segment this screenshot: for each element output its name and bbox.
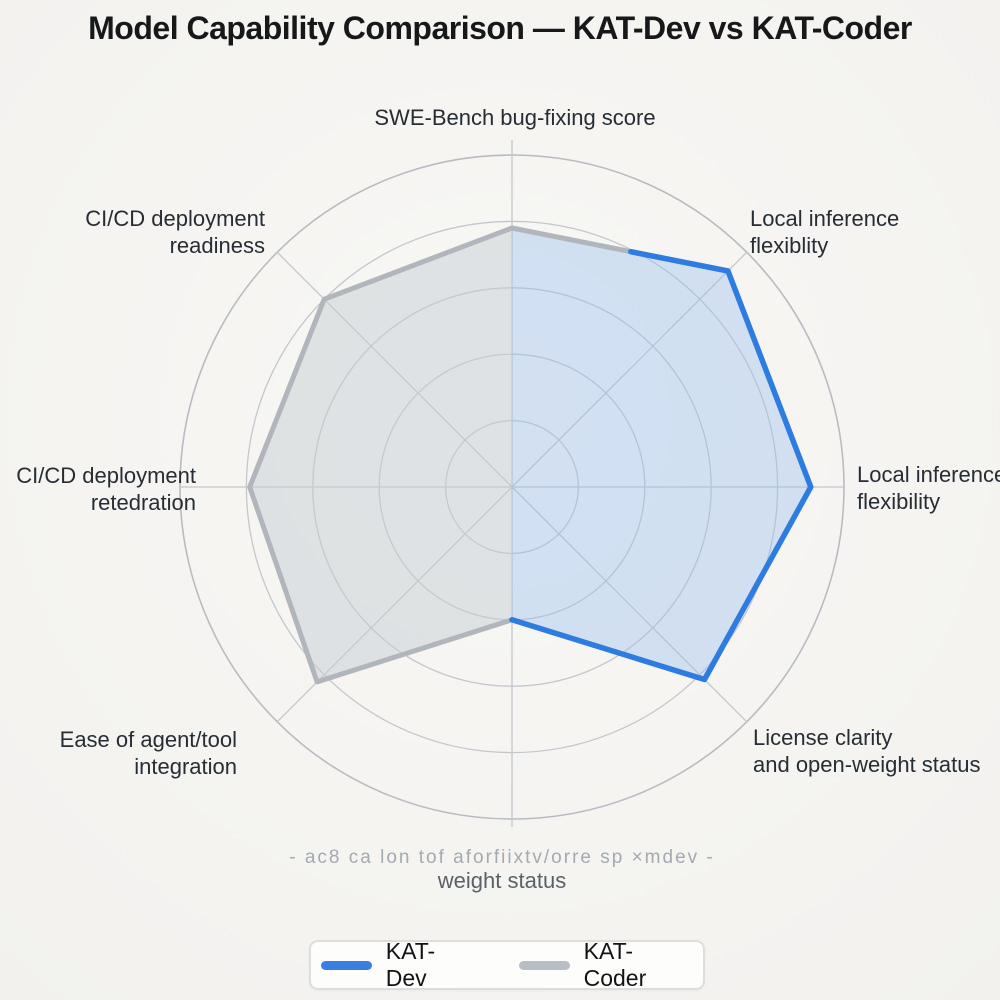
kat-coder-label: KAT-Coder: [583, 938, 647, 991]
kat-dev-swatch: [321, 960, 372, 970]
axis-label-license-clarity: License clarity and open-weight status: [753, 725, 981, 777]
axis-label-swe-bench: SWE-Bench bug-fixing score: [374, 105, 656, 130]
axis-label-local-inference-r: Local inference flexibility: [857, 462, 1000, 514]
axis-label-local-inference-tr: Local inference flexiblity: [750, 206, 900, 258]
radar-spoke: [511, 486, 748, 723]
axis-label-bottom-garbled: - ac8 ca lon tof aforfiixtv/orre sp ×mde…: [289, 847, 715, 868]
kat-dev-fill: [512, 228, 811, 680]
kat-dev-label: KAT-Dev: [385, 938, 436, 991]
axis-label-cicd-readiness: CI/CD deployment readiness: [85, 206, 265, 258]
radar-spoke: [511, 251, 748, 488]
kat-dev-outline: [509, 248, 814, 683]
kat-coder-fill: [249, 228, 512, 682]
legend-item-kat-coder: KAT-Coder: [518, 938, 693, 992]
axis-label-agent-tool: Ease of agent/tool integration: [59, 727, 237, 779]
axis-label-weight-status: weight status: [437, 868, 567, 893]
kat-coder-swatch: [518, 960, 570, 970]
legend: KAT-Dev KAT-Coder: [309, 938, 705, 992]
axis-label-cicd-retedration: CI/CD deployment retedration: [16, 463, 196, 515]
legend-item-kat-dev: KAT-Dev: [321, 938, 474, 992]
kat-coder-outline: [247, 225, 699, 685]
chart-title: Model Capability Comparison — KAT-Dev vs…: [88, 10, 912, 46]
